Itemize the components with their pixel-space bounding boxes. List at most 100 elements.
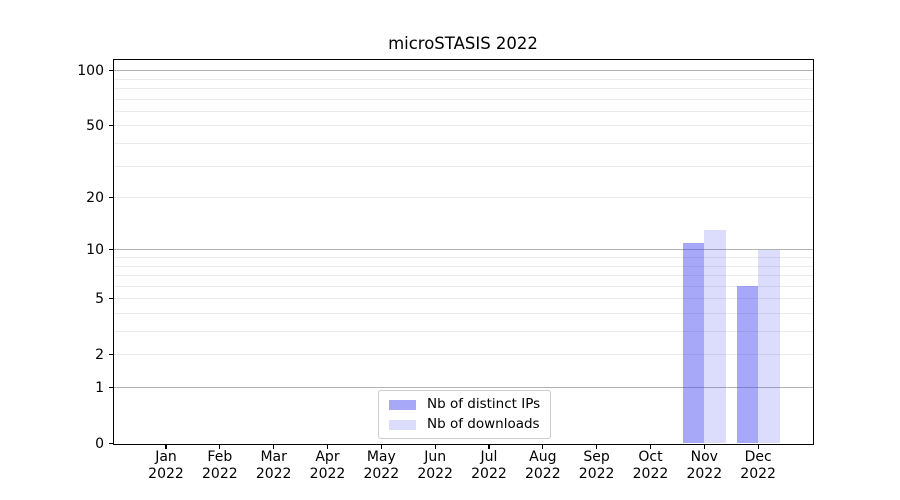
y-tick-label-5: 5 (95, 290, 104, 307)
x-tick-label-oct: Oct 2022 (614, 449, 686, 482)
x-tick-jan (165, 444, 167, 450)
top-spine (113, 59, 814, 61)
bar-distinct-ips-dec (736, 286, 759, 444)
x-tick-year: 2022 (202, 465, 238, 482)
bar-downloads-nov (704, 230, 726, 444)
x-tick-month: Nov (690, 449, 718, 465)
y-minor-gridline-80 (114, 88, 813, 90)
y-tick-label-2: 2 (95, 346, 104, 363)
y-tick-label-0: 0 (95, 435, 104, 452)
x-tick-label-nov: Nov 2022 (668, 449, 740, 482)
x-tick-label-mar: Mar 2022 (238, 449, 310, 482)
x-tick-mar (273, 444, 275, 450)
x-tick-month: Jul (480, 449, 498, 465)
bar-downloads-dec (758, 249, 780, 444)
y-tick-2 (109, 354, 114, 356)
y-major-gridline-100 (114, 70, 813, 72)
legend-label-downloads: Nb of downloads (427, 416, 540, 432)
x-tick-label-aug: Aug 2022 (507, 449, 579, 482)
right-spine (813, 59, 815, 445)
y-tick-label-20: 20 (86, 189, 104, 206)
x-tick-label-feb: Feb 2022 (184, 449, 256, 482)
x-tick-year: 2022 (740, 465, 776, 482)
legend-entry-downloads: Nb of downloads (389, 416, 540, 433)
x-tick-oct (649, 444, 652, 450)
legend-swatch-distinct-ips-icon (389, 399, 416, 410)
y-minor-gridline-9 (114, 257, 813, 258)
x-tick-year: 2022 (417, 465, 453, 482)
y-minor-gridline-70 (114, 98, 813, 100)
y-tick-5 (109, 298, 114, 300)
x-tick-feb (219, 444, 221, 450)
x-tick-month: Oct (638, 449, 663, 465)
x-tick-year: 2022 (255, 465, 292, 482)
x-tick-month: Mar (260, 449, 287, 465)
y-minor-gridline-30 (114, 165, 813, 167)
x-tick-month: Dec (744, 449, 772, 465)
y-minor-gridline-6 (114, 285, 813, 287)
x-tick-year: 2022 (471, 465, 507, 482)
bottom-spine (113, 443, 814, 445)
x-tick-jun (434, 444, 436, 450)
y-tick-10 (109, 249, 114, 251)
y-tick-label-10: 10 (86, 241, 104, 258)
y-minor-gridline-3 (114, 331, 813, 333)
x-tick-label-jul: Jul 2022 (453, 449, 525, 482)
x-tick-may (380, 444, 382, 450)
y-tick-0 (109, 442, 114, 445)
x-tick-month: Jan (155, 449, 177, 465)
x-tick-year: 2022 (363, 465, 400, 482)
chart-title: microSTASIS 2022 (388, 34, 538, 53)
y-major-gridline-10 (114, 249, 813, 251)
y-minor-gridline-20 (114, 197, 813, 199)
y-tick-label-50: 50 (86, 117, 104, 134)
y-minor-gridline-7 (114, 275, 813, 277)
legend-label-distinct-ips: Nb of distinct IPs (427, 396, 541, 412)
x-tick-label-jun: Jun 2022 (399, 449, 471, 482)
x-tick-label-apr: Apr 2022 (291, 449, 363, 482)
y-minor-gridline-5 (114, 298, 813, 300)
x-tick-month: Feb (207, 449, 233, 465)
x-tick-sep (596, 444, 598, 450)
y-minor-gridline-4 (114, 312, 813, 314)
x-tick-dec (757, 444, 759, 450)
x-tick-label-dec: Dec 2022 (722, 449, 794, 482)
y-minor-gridline-90 (114, 78, 813, 80)
y-minor-gridline-8 (114, 265, 813, 267)
x-tick-jul (488, 444, 490, 450)
legend-swatch-downloads-icon (389, 419, 416, 430)
y-minor-gridline-60 (114, 110, 813, 112)
x-tick-year: 2022 (632, 465, 669, 482)
left-spine (113, 59, 115, 445)
x-tick-apr (326, 444, 329, 450)
legend: Nb of distinct IPs Nb of downloads (378, 390, 552, 439)
x-tick-nov (703, 444, 705, 450)
x-tick-year: 2022 (148, 465, 184, 482)
x-tick-year: 2022 (578, 465, 615, 482)
y-tick-label-1: 1 (95, 379, 104, 396)
x-tick-month: Aug (529, 449, 557, 465)
x-tick-label-jan: Jan 2022 (130, 449, 202, 482)
x-tick-label-may: May 2022 (345, 449, 417, 482)
x-tick-year: 2022 (686, 465, 723, 482)
y-tick-100 (109, 70, 114, 72)
y-tick-1 (109, 386, 114, 389)
x-tick-year: 2022 (309, 465, 346, 482)
bar-distinct-ips-nov (682, 242, 705, 444)
y-minor-gridline-50 (114, 125, 813, 127)
x-tick-year: 2022 (524, 465, 561, 482)
x-tick-month: Jun (424, 449, 447, 465)
y-tick-50 (109, 125, 114, 127)
x-tick-aug (542, 444, 544, 450)
legend-entry-distinct-ips: Nb of distinct IPs (389, 396, 540, 413)
y-minor-gridline-2 (114, 354, 813, 356)
x-tick-month: Apr (315, 449, 340, 465)
y-tick-20 (109, 196, 114, 199)
x-tick-label-sep: Sep 2022 (561, 449, 633, 482)
y-tick-label-100: 100 (77, 62, 104, 79)
y-major-gridline-1 (114, 387, 813, 388)
x-tick-month: Sep (583, 449, 610, 465)
x-tick-month: May (366, 449, 396, 465)
y-minor-gridline-40 (114, 143, 813, 145)
